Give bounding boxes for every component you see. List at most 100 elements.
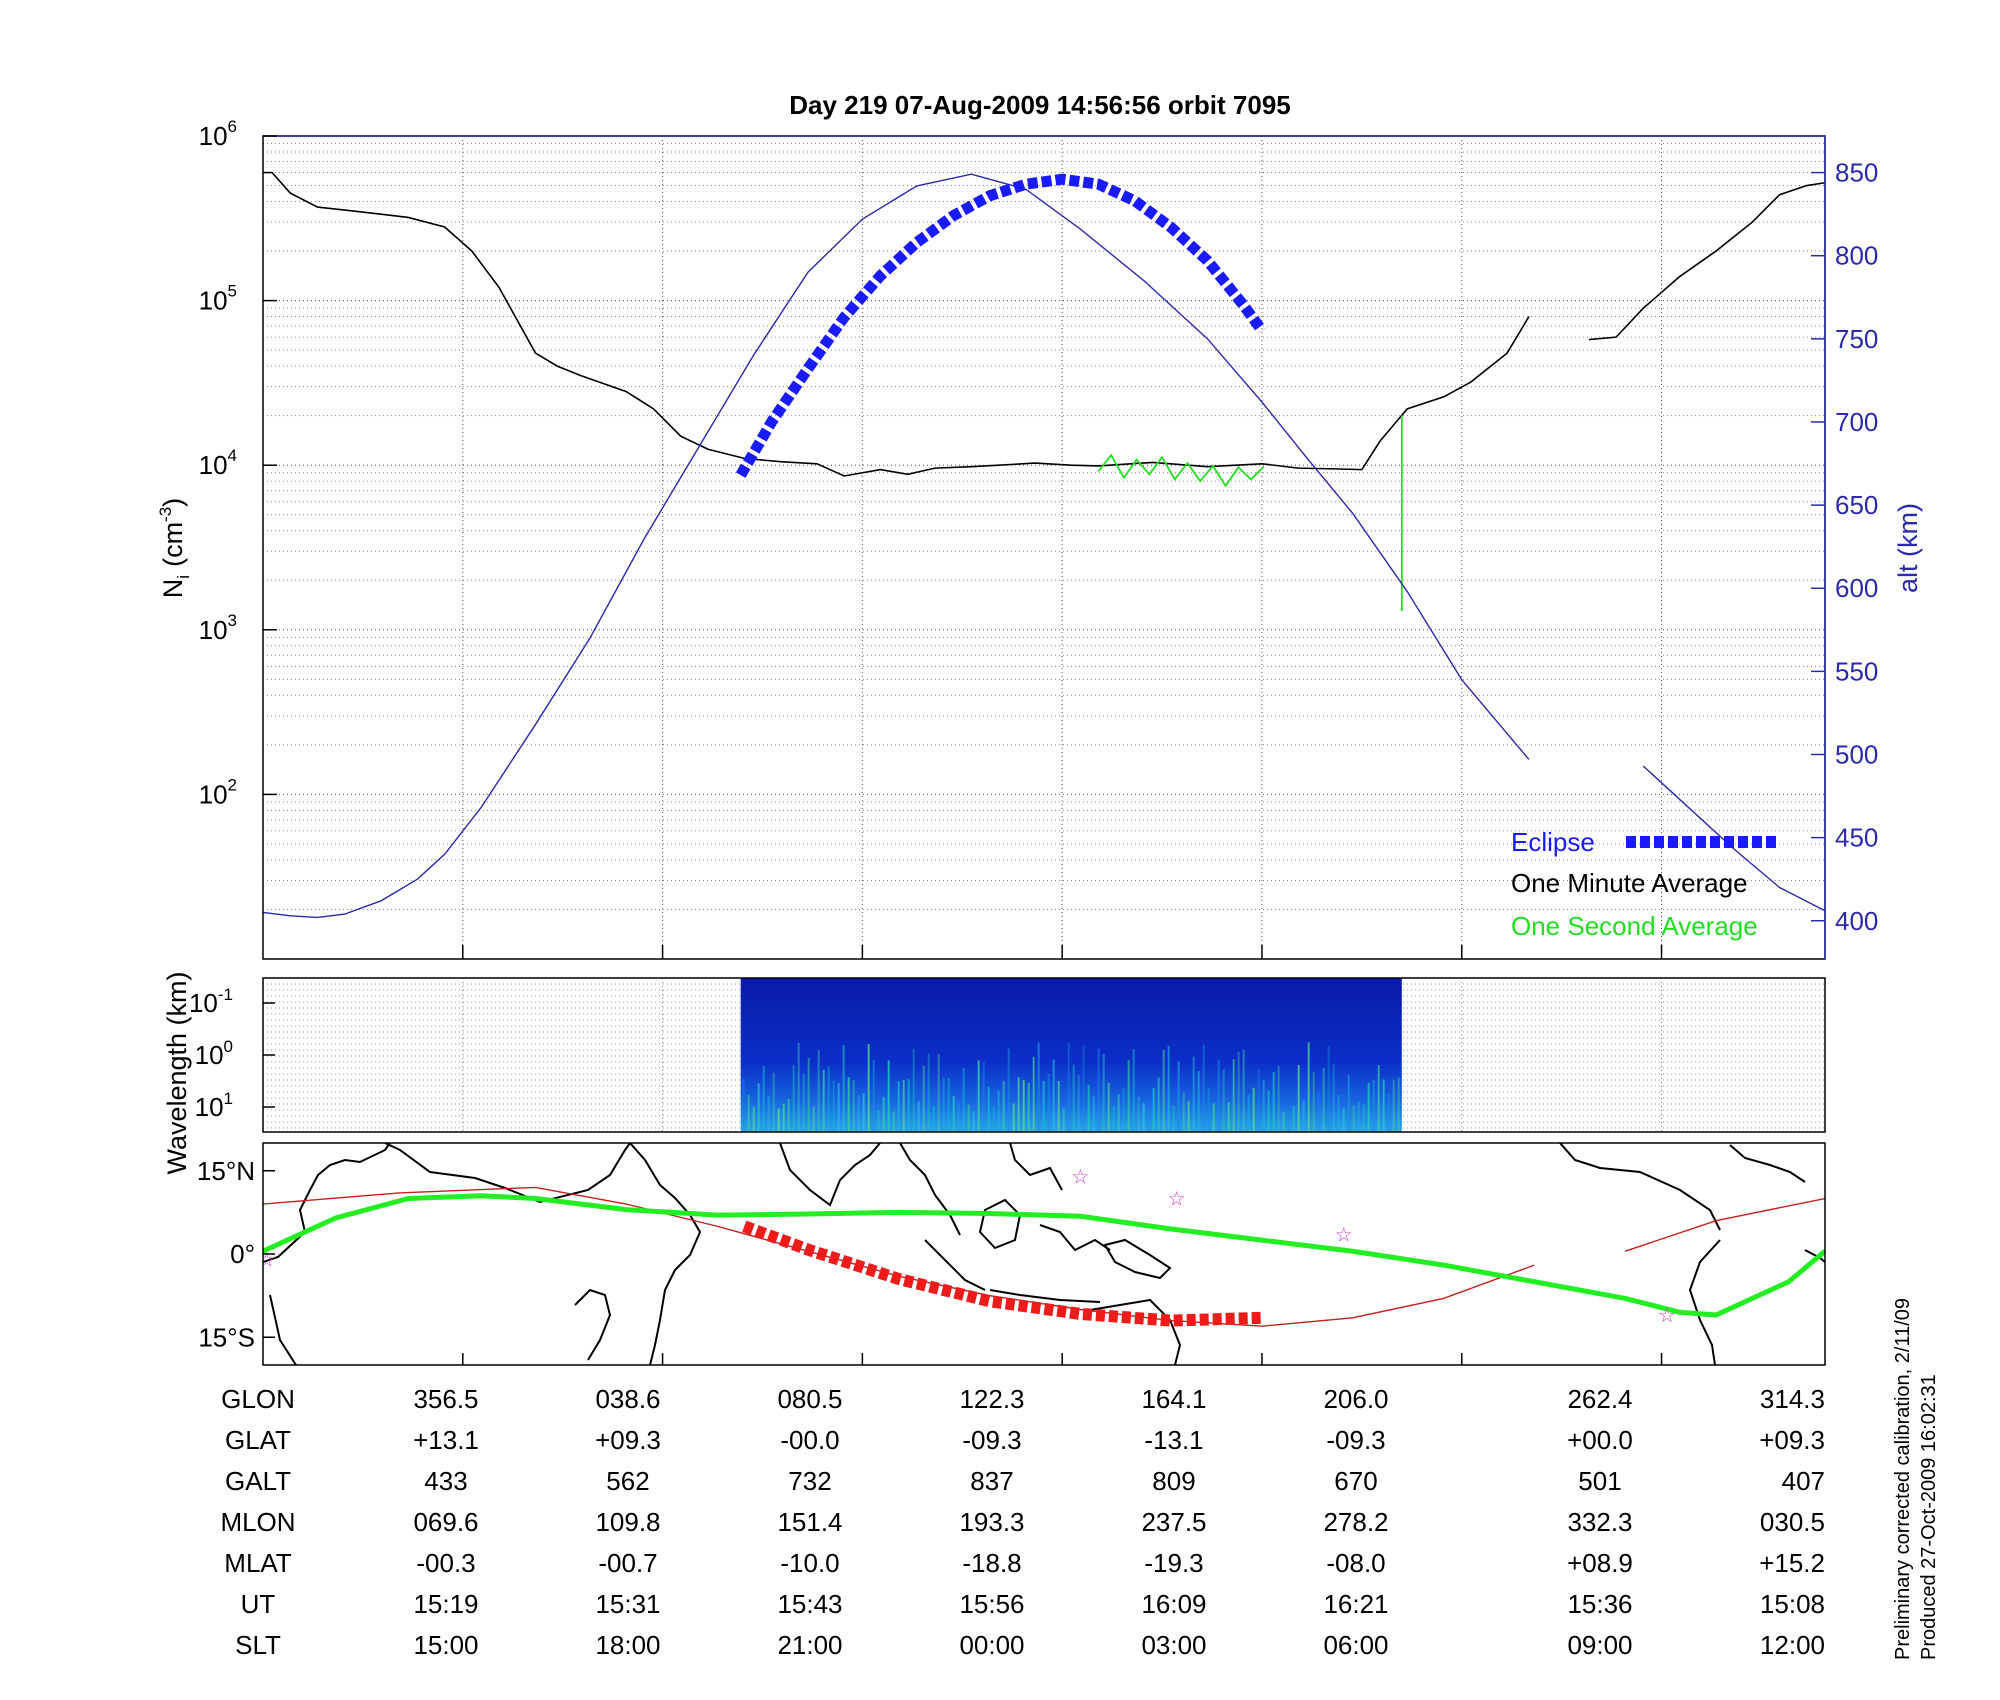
spectrogram-tick-label: 101 — [195, 1089, 233, 1122]
spectrogram-streak — [1042, 1081, 1045, 1132]
spectrogram-y-ticks: 10-1 100 101 — [189, 985, 275, 1122]
spectrogram-streak — [1192, 1056, 1195, 1132]
table-cell: 237.5 — [1141, 1507, 1206, 1537]
spectrogram-streak — [1222, 1069, 1225, 1132]
spectrogram-streak — [1362, 1104, 1365, 1132]
coast-south-america — [263, 1143, 391, 1263]
coast-java — [989, 1289, 1101, 1303]
table-cell: 164.1 — [1141, 1384, 1206, 1414]
table-cell: 12:00 — [1760, 1630, 1825, 1660]
footer: Preliminary corrected calibration, 2/11/… — [1892, 1298, 1940, 1660]
spectrogram-streak — [872, 1059, 875, 1132]
spectrogram-streak — [807, 1057, 810, 1132]
spectrogram-streak — [812, 1106, 815, 1132]
alt-tick-label: 700 — [1835, 407, 1878, 437]
y-tick-label: 102 — [199, 775, 237, 809]
alt-tick-label: 800 — [1835, 241, 1878, 271]
spectrogram-tick-label: 100 — [195, 1037, 233, 1070]
legend: Eclipse One Minute Average One Second Av… — [1511, 827, 1778, 941]
spectrogram-streak — [1207, 1088, 1210, 1132]
table-cell: 407 — [1782, 1466, 1825, 1496]
spectrogram-streak — [1072, 1064, 1075, 1132]
spectrogram-streak — [757, 1083, 760, 1132]
spectrogram-streak — [907, 1079, 910, 1132]
spectrogram-y-label: Wavelength (km) — [162, 971, 192, 1174]
spectrogram-streak — [1267, 1090, 1270, 1132]
y-tick-label: 105 — [199, 282, 237, 316]
map-frame — [262, 1142, 1826, 1366]
table-cell: 18:00 — [595, 1630, 660, 1660]
coast-central-america — [1559, 1143, 1721, 1231]
ephemeris-table: GLON GLAT GALT MLON MLAT UT SLT 356.5 +13.1 433 06… — [220, 1384, 1825, 1660]
spectrogram-streak — [1332, 1064, 1335, 1132]
spectrogram-streak — [1242, 1049, 1245, 1132]
density-panel: 102 103 104 105 106 400 450 500 550 600 650 700 750… — [156, 117, 1923, 960]
spectrogram-streak — [1352, 1105, 1355, 1132]
alt-tick-label: 450 — [1835, 823, 1878, 853]
table-cell: +15.2 — [1759, 1548, 1825, 1578]
density-y-label: Ni(cm-3) — [156, 498, 193, 598]
spectrogram-streak — [1252, 1087, 1255, 1132]
spectrogram-streak — [1182, 1092, 1185, 1132]
table-cell: -08.0 — [1326, 1548, 1385, 1578]
density-y-ticks: 102 103 104 105 106 — [199, 117, 277, 809]
spectrogram-streak — [1277, 1065, 1280, 1132]
series-alt-km- — [263, 173, 1530, 919]
spectrogram-streak — [857, 1095, 860, 1132]
table-cell: 080.5 — [777, 1384, 842, 1414]
spectrogram-streak — [922, 1065, 925, 1132]
spectrogram-streak — [1002, 1081, 1005, 1132]
table-cell: 069.6 — [413, 1507, 478, 1537]
map-tick-label: 0° — [230, 1239, 255, 1269]
map-ground-track — [1624, 1197, 1825, 1252]
spectrogram-streak — [1092, 1095, 1095, 1132]
legend-minute: One Minute Average — [1511, 868, 1748, 898]
spectrogram-streak — [992, 1106, 995, 1132]
table-cell: 15:56 — [959, 1589, 1024, 1619]
spectrogram-streak — [1302, 1100, 1305, 1132]
coast-australia — [1089, 1298, 1182, 1365]
alt-tick-label: 650 — [1835, 490, 1878, 520]
spectrogram-streak — [927, 1053, 930, 1132]
table-cell: 670 — [1334, 1466, 1377, 1496]
spectrogram-streak — [1257, 1069, 1260, 1132]
table-row-label: GALT — [225, 1466, 291, 1496]
spectrogram-streak — [827, 1066, 830, 1132]
table-cell: 15:31 — [595, 1589, 660, 1619]
spectrogram-streak — [1062, 1108, 1065, 1132]
spectrogram-streak — [1077, 1075, 1080, 1132]
spectrogram-streak — [1162, 1049, 1165, 1132]
spectrogram-streak — [787, 1098, 790, 1132]
table-cell: 15:36 — [1567, 1589, 1632, 1619]
spectrogram-streak — [1057, 1080, 1060, 1132]
table-cell: 332.3 — [1567, 1507, 1632, 1537]
table-cell: -13.1 — [1144, 1425, 1203, 1455]
table-cell: -18.8 — [962, 1548, 1021, 1578]
spectrogram-streak — [882, 1096, 885, 1132]
table-cell: -00.3 — [416, 1548, 475, 1578]
table-cell: 030.5 — [1760, 1507, 1825, 1537]
table-cell: 15:19 — [413, 1589, 478, 1619]
series-one-second-average — [1097, 453, 1265, 488]
spectrogram-streak — [897, 1081, 900, 1132]
alt-tick-label: 400 — [1835, 906, 1878, 936]
spectrogram-streak — [1397, 1077, 1400, 1132]
spectrogram-streak — [952, 1095, 955, 1132]
map-ground-track — [263, 1186, 1535, 1327]
spectrogram-streak — [1142, 1103, 1145, 1132]
spectrogram-streak — [1187, 1100, 1190, 1132]
spectrogram-streak — [902, 1080, 905, 1132]
spectrogram-streak — [892, 1111, 895, 1132]
spectrogram-streak — [912, 1049, 915, 1132]
spectrogram-streak — [947, 1077, 950, 1132]
spectrogram-streak — [1337, 1094, 1340, 1132]
alt-tick-label: 750 — [1835, 324, 1878, 354]
spectrogram-streak — [1307, 1042, 1310, 1132]
map-series: ☆ ☆ ☆ ☆ ☆ — [263, 1164, 1825, 1365]
alt-y-ticks: 400 450 500 550 600 650 700 750 800 850 — [1811, 158, 1878, 936]
table-cell: 16:09 — [1141, 1589, 1206, 1619]
table-cell: 433 — [424, 1466, 467, 1496]
spectrogram-streak — [1012, 1103, 1015, 1132]
spectrogram-streak — [1367, 1083, 1370, 1132]
spectrogram-streak — [1152, 1087, 1155, 1132]
